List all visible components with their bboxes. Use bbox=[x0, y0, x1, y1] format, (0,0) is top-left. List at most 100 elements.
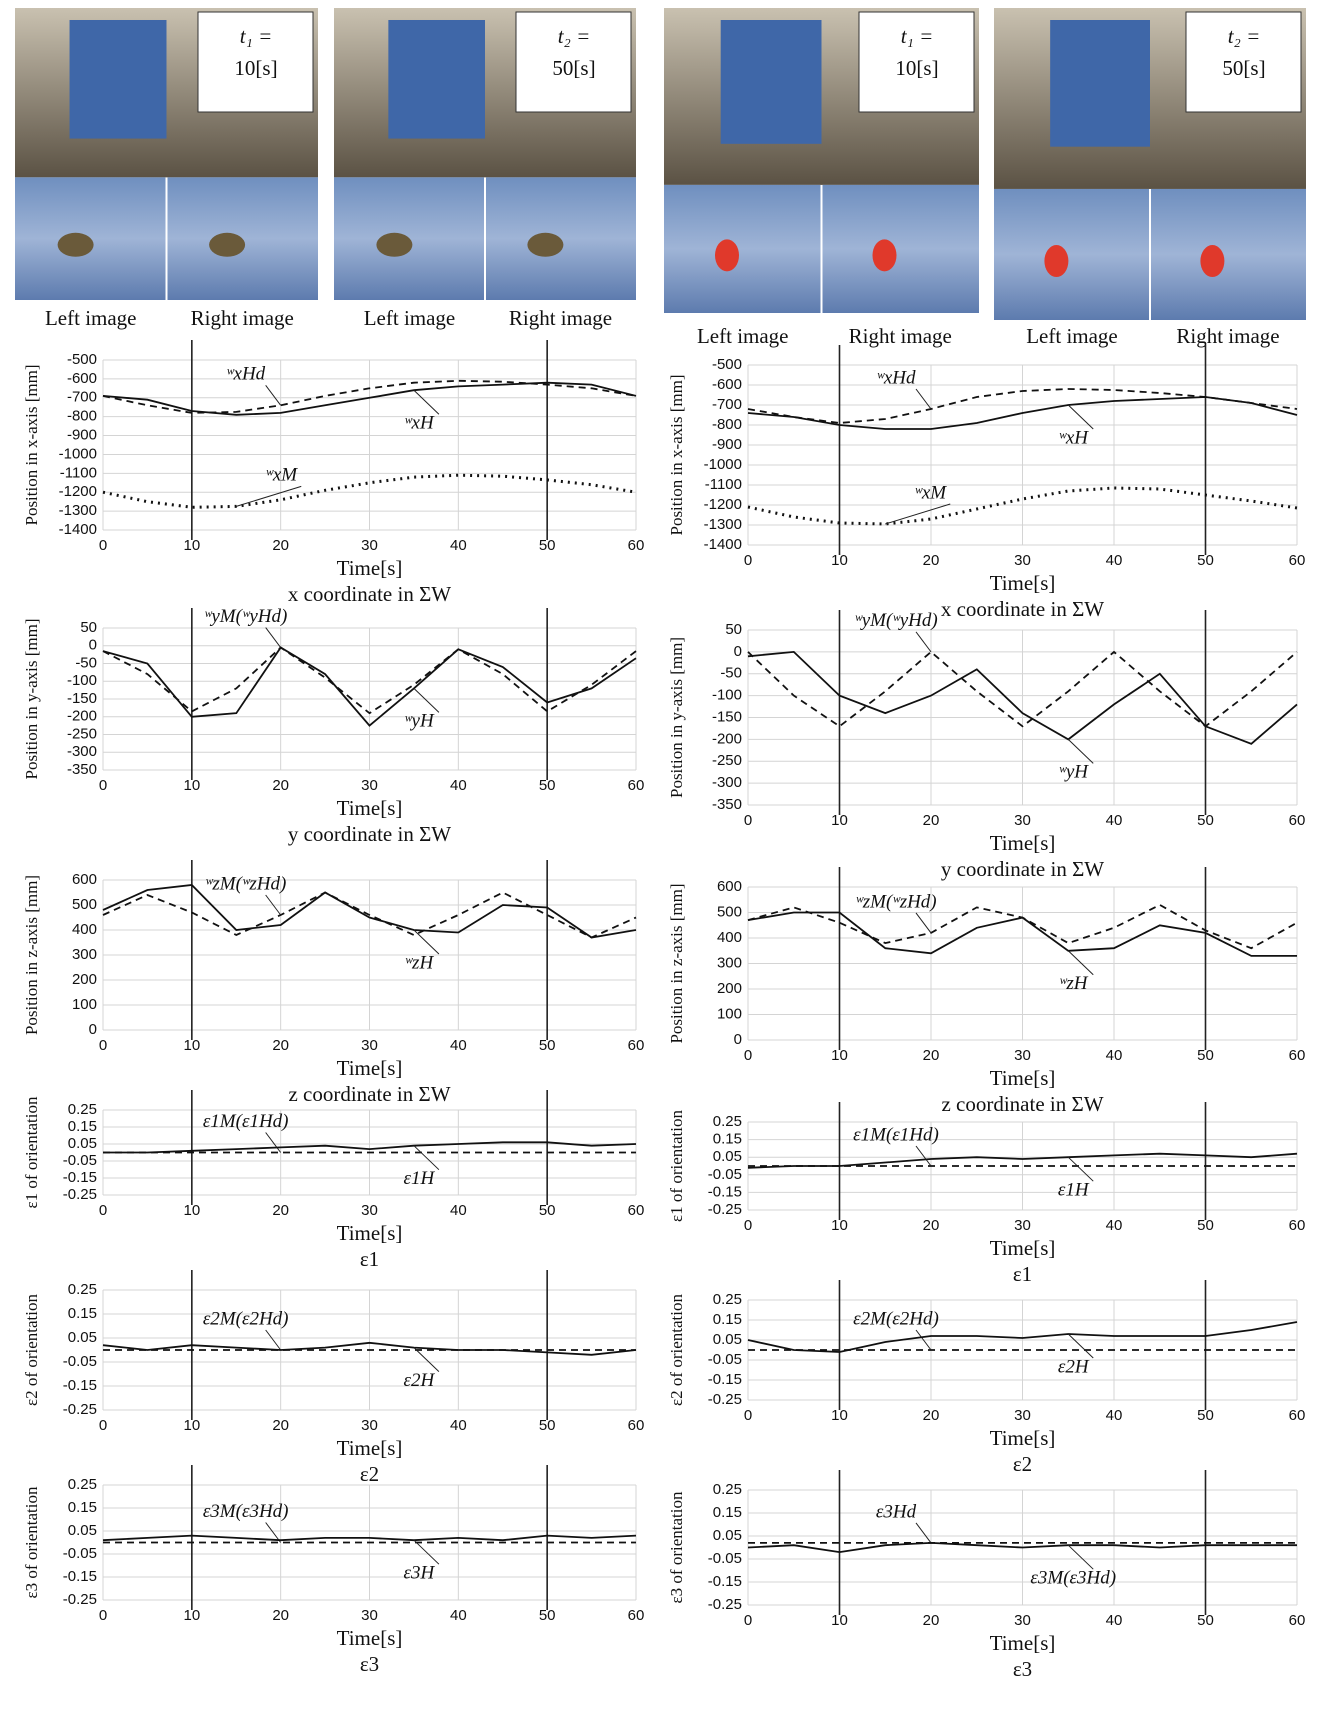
y-tick-label: 0.25 bbox=[713, 1291, 742, 1308]
right-label: Right image bbox=[191, 306, 294, 330]
y-tick-label: -0.15 bbox=[63, 1568, 97, 1585]
target bbox=[715, 239, 739, 271]
x-axis-label: Time[s] bbox=[990, 1066, 1056, 1090]
y-tick-label: 100 bbox=[717, 1005, 742, 1022]
y-tick-label: 0 bbox=[89, 637, 97, 654]
annotation-arrow bbox=[1068, 951, 1093, 975]
y-axis-label: ε2 of orientation bbox=[667, 1294, 686, 1406]
y-axis-label: ε1 of orientation bbox=[22, 1096, 41, 1208]
x-tick-label: 0 bbox=[744, 552, 752, 569]
chart: 0.250.150.05-0.05-0.15-0.250102030405060… bbox=[22, 1270, 644, 1486]
x-tick-label: 60 bbox=[628, 1607, 645, 1624]
y-tick-label: 200 bbox=[717, 980, 742, 997]
x-tick-label: 20 bbox=[923, 1612, 940, 1629]
x-tick-label: 0 bbox=[744, 1217, 752, 1234]
y-tick-label: -700 bbox=[712, 396, 742, 413]
x-tick-label: 0 bbox=[99, 537, 107, 554]
chart-title: y coordinate in ΣW bbox=[288, 822, 451, 846]
x-tick-label: 40 bbox=[450, 1607, 467, 1624]
x-tick-label: 60 bbox=[1289, 812, 1306, 829]
y-tick-label: -0.15 bbox=[63, 1169, 97, 1186]
chart: 0.250.150.05-0.05-0.15-0.250102030405060… bbox=[667, 1470, 1305, 1681]
chart: -500-600-700-800-900-1000-1100-1200-1300… bbox=[667, 345, 1305, 621]
x-axis-label: Time[s] bbox=[337, 1626, 403, 1650]
series-label: ε1H bbox=[1058, 1180, 1090, 1201]
annotation-arrow bbox=[1068, 739, 1093, 763]
y-tick-label: -0.25 bbox=[708, 1201, 742, 1218]
right-label: Right image bbox=[509, 306, 612, 330]
x-tick-label: 60 bbox=[1289, 1407, 1306, 1424]
y-tick-label: -0.05 bbox=[708, 1351, 742, 1368]
y-tick-label: -50 bbox=[75, 654, 97, 671]
chart: 0.250.150.05-0.05-0.15-0.250102030405060… bbox=[667, 1102, 1305, 1286]
y-tick-label: -1100 bbox=[60, 464, 97, 481]
chart-title: z coordinate in ΣW bbox=[941, 1092, 1103, 1116]
annotation-arrow bbox=[916, 1146, 931, 1166]
y-tick-label: -1300 bbox=[704, 516, 742, 533]
y-tick-label: -300 bbox=[67, 743, 97, 760]
y-axis-label: Position in x-axis [mm] bbox=[667, 374, 686, 535]
x-tick-label: 20 bbox=[923, 1407, 940, 1424]
x-tick-label: 60 bbox=[1289, 1047, 1306, 1064]
x-tick-label: 30 bbox=[361, 537, 378, 554]
y-tick-label: -350 bbox=[67, 761, 97, 778]
photo-right bbox=[823, 185, 980, 313]
x-tick-label: 20 bbox=[923, 552, 940, 569]
photo-right bbox=[486, 177, 636, 300]
y-tick-label: -1400 bbox=[704, 536, 742, 553]
x-tick-label: 30 bbox=[361, 1202, 378, 1219]
y-tick-label: 50 bbox=[725, 621, 742, 638]
y-tick-label: 0 bbox=[734, 643, 742, 660]
x-tick-label: 20 bbox=[923, 1217, 940, 1234]
series-label: ε1H bbox=[404, 1168, 436, 1189]
y-tick-label: -0.25 bbox=[708, 1391, 742, 1408]
x-tick-label: 30 bbox=[361, 777, 378, 794]
x-tick-label: 40 bbox=[1106, 1612, 1123, 1629]
y-tick-label: -50 bbox=[720, 665, 742, 682]
chart-title: x coordinate in ΣW bbox=[941, 597, 1104, 621]
x-axis-label: Time[s] bbox=[337, 1056, 403, 1080]
y-tick-label: -300 bbox=[712, 774, 742, 791]
y-tick-label: -1000 bbox=[704, 456, 742, 473]
y-tick-label: -0.05 bbox=[63, 1152, 97, 1169]
y-tick-label: 0.15 bbox=[68, 1305, 97, 1322]
left-label: Left image bbox=[697, 324, 789, 348]
series-label: ʷzH bbox=[405, 952, 435, 973]
annotation-arrow bbox=[266, 385, 281, 405]
y-tick-label: -100 bbox=[712, 687, 742, 704]
series-label: ʷyH bbox=[404, 711, 435, 732]
x-tick-label: 40 bbox=[450, 1417, 467, 1434]
y-tick-label: 0.15 bbox=[713, 1131, 742, 1148]
y-tick-label: -200 bbox=[67, 708, 97, 725]
series-label: ʷzM(ʷzHd) bbox=[205, 873, 286, 894]
y-tick-label: 500 bbox=[717, 903, 742, 920]
annotation-arrow bbox=[885, 504, 950, 524]
y-tick-label: 100 bbox=[72, 996, 97, 1013]
target-panel bbox=[70, 20, 167, 139]
y-tick-label: -150 bbox=[712, 708, 742, 725]
y-tick-label: -500 bbox=[712, 356, 742, 373]
x-tick-label: 40 bbox=[450, 1037, 467, 1054]
series-label: ε3H bbox=[404, 1563, 436, 1584]
y-axis-label: Position in x-axis [mm] bbox=[22, 364, 41, 525]
x-tick-label: 40 bbox=[1106, 1217, 1123, 1234]
x-tick-label: 30 bbox=[1014, 812, 1031, 829]
y-tick-label: -0.05 bbox=[63, 1353, 97, 1370]
y-tick-label: 0.25 bbox=[68, 1281, 97, 1298]
x-tick-label: 60 bbox=[1289, 552, 1306, 569]
y-tick-label: -1000 bbox=[59, 445, 97, 462]
series-label: ε2H bbox=[1058, 1356, 1090, 1377]
x-tick-label: 20 bbox=[272, 1037, 289, 1054]
y-tick-label: 0 bbox=[734, 1031, 742, 1048]
series-label: ε3M(ε3Hd) bbox=[1030, 1568, 1116, 1589]
x-axis-label: Time[s] bbox=[990, 571, 1056, 595]
y-tick-label: -250 bbox=[67, 725, 97, 742]
series-label: ʷyM(ʷyHd) bbox=[204, 606, 287, 627]
x-axis-label: Time[s] bbox=[990, 1426, 1056, 1450]
target bbox=[376, 233, 412, 257]
y-tick-label: -600 bbox=[67, 370, 97, 387]
y-tick-label: 500 bbox=[72, 896, 97, 913]
annotation-arrow bbox=[414, 1540, 439, 1564]
y-tick-label: 0.05 bbox=[68, 1135, 97, 1152]
y-tick-label: -1300 bbox=[59, 502, 97, 519]
